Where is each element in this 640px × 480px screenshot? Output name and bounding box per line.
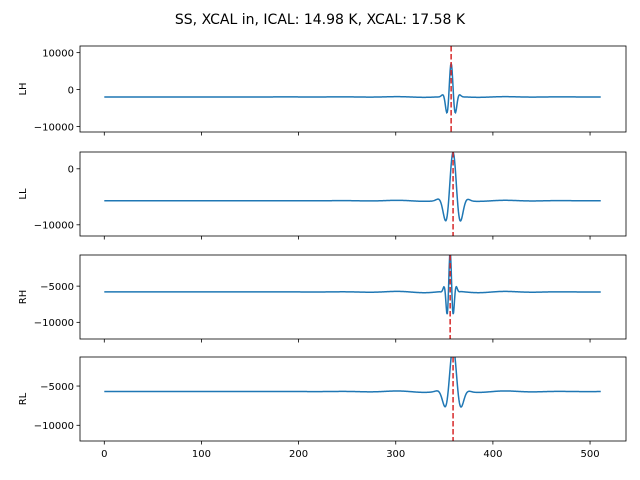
subplot-rh: −10000 −5000 RH [18,254,627,343]
x-tick-label: 400 [483,449,502,460]
y-tick-label: −10000 [34,122,74,133]
series-line-rl [104,357,601,408]
y-tick-label: −10000 [34,221,74,232]
y-tick-label: 0 [68,165,74,176]
x-tick-label: 100 [192,449,211,460]
y-tick-label: 0 [68,85,74,96]
y-tick-label: −5000 [40,282,74,293]
series-line-lh [104,63,601,114]
x-tick-label: 0 [101,449,107,460]
series-line-ll [104,152,601,222]
series-line-rh [104,255,601,315]
y-axis-label: LL [18,188,29,200]
y-tick-label: 10000 [42,48,74,59]
y-axis-label: RL [18,392,29,405]
x-tick-label: 200 [289,449,308,460]
axes-frame [79,151,627,237]
subplot-lh: −10000 0 10000 LH [18,45,627,136]
axes-frame [79,254,627,340]
figure-title: SS, XCAL in, ICAL: 14.98 K, XCAL: 17.58 … [175,12,466,28]
axes-frame [79,356,627,442]
y-tick-label: −5000 [40,382,74,393]
x-tick-label: 300 [386,449,405,460]
subplot-ll: −10000 0 LL [18,151,627,240]
y-tick-label: −10000 [34,318,74,329]
y-tick-label: −10000 [34,421,74,432]
x-tick-label: 500 [581,449,600,460]
subplot-rl: −10000 −5000 0 100 200 300 400 500 RL [18,356,627,460]
y-axis-label: LH [18,82,29,95]
y-axis-label: RH [18,290,29,304]
subplots: −10000010000LH−100000LL−10000−5000RH−100… [18,45,627,460]
axes-frame [79,45,627,133]
